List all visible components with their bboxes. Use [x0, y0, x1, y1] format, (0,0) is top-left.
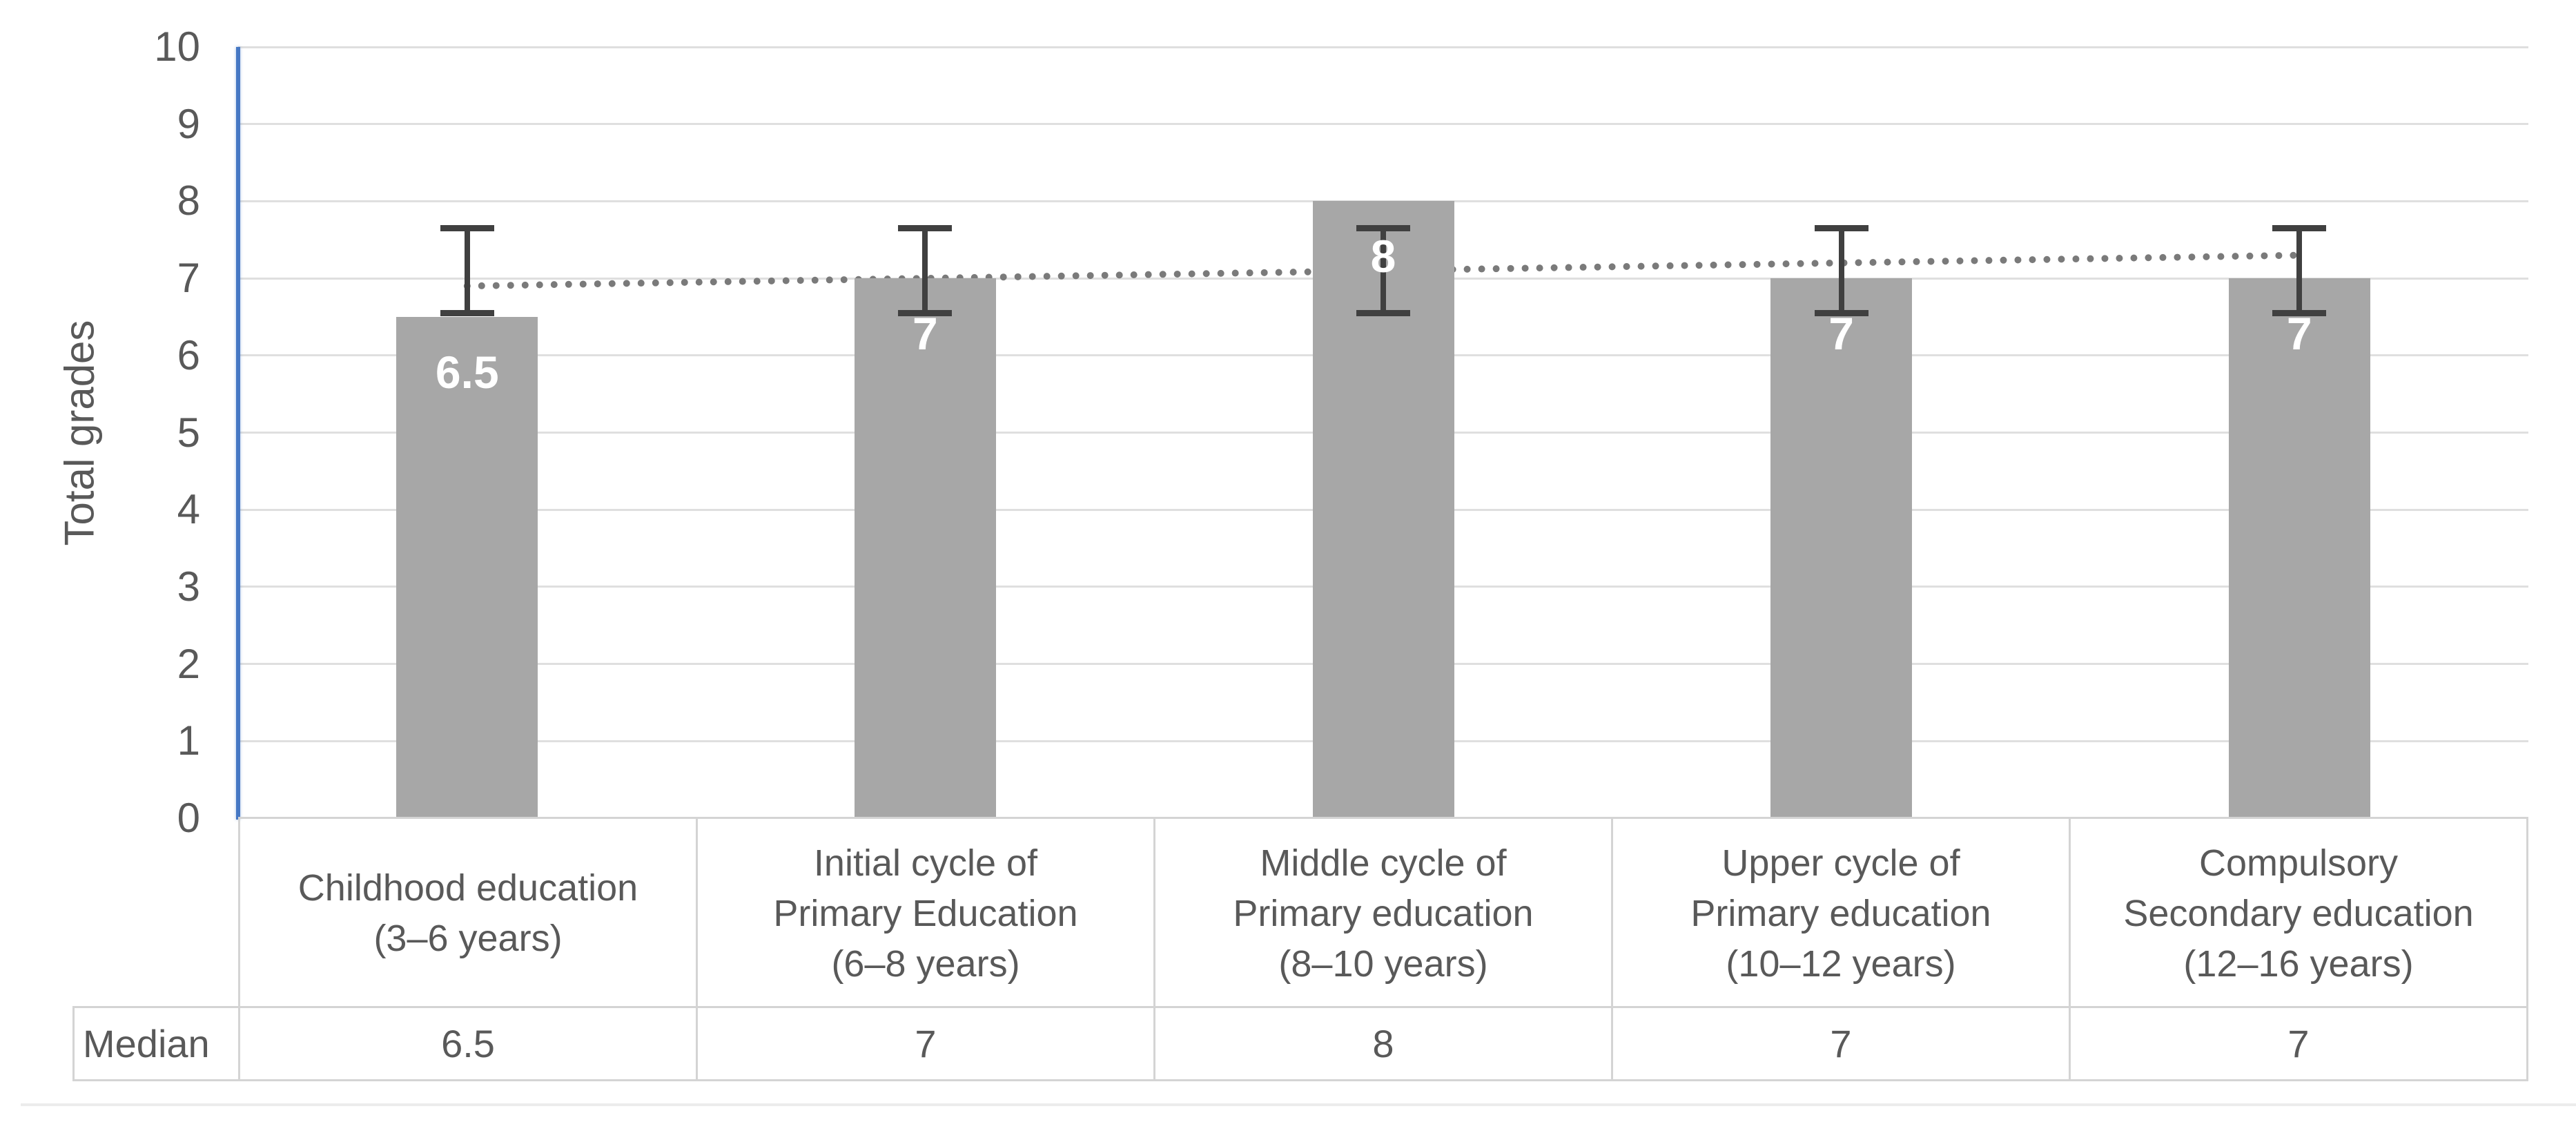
bottom-faint-rule [21, 1103, 2576, 1106]
error-bar-cap-bottom [898, 310, 953, 317]
category-label-4: Upper cycle of Primary education (10–12 ye… [1611, 819, 2069, 1008]
error-bar-cap-top [2272, 225, 2327, 232]
category-label-2: Initial cycle of Primary Education (6–8 ye… [696, 819, 1153, 1008]
y-axis-tick-label: 0 [177, 795, 200, 841]
category-label-line: Compulsory [2198, 842, 2399, 884]
median-value-1: 6.5 [441, 1022, 495, 1065]
y-axis-tick-label: 4 [177, 486, 200, 533]
error-bar-cap-bottom [1814, 310, 1868, 317]
error-bar-cap-top [440, 225, 494, 232]
error-bar-stem [1838, 228, 1844, 313]
category-label-line: Primary Education [773, 892, 1078, 934]
category-label-5: Compulsory Secondary education (12–16 year… [2069, 819, 2526, 1008]
error-bar-cap-top [898, 225, 953, 232]
bar-value-label: 7 [913, 308, 938, 360]
error-bar-stem [922, 228, 928, 313]
y-axis-tick-label: 3 [177, 563, 200, 610]
bar-1 [396, 316, 538, 818]
bar-value-label: 6.5 [435, 346, 499, 398]
category-label-line: Primary education [1233, 892, 1534, 934]
horizontal-gridline [238, 46, 2528, 48]
error-bar-stem [464, 228, 470, 313]
category-label-3: Middle cycle of Primary education (8–10 ye… [1153, 819, 1611, 1008]
category-label-line: Upper cycle of [1721, 842, 1960, 884]
y-axis-tick-label: 9 [177, 100, 200, 147]
category-header-row: Childhood education (3–6 years) Initial cy… [238, 817, 2528, 1008]
category-label-line: (3–6 years) [373, 918, 563, 959]
category-label-line: (12–16 years) [2183, 942, 2414, 985]
category-label-line: Primary education [1690, 892, 1991, 934]
error-bar-cap-top [1814, 225, 1868, 232]
category-label-line: (8–10 years) [1278, 942, 1488, 985]
y-axis-tick-label: 8 [177, 177, 200, 224]
category-label-line: (6–8 years) [831, 942, 1020, 985]
category-label-line: Middle cycle of [1260, 842, 1507, 884]
median-value-3: 8 [1153, 1008, 1611, 1079]
median-value-2: 7 [696, 1008, 1153, 1079]
error-bar-cap-bottom [1356, 310, 1410, 317]
bar-5 [2228, 278, 2370, 818]
category-label-line: (10–12 years) [1726, 942, 1956, 985]
bar-value-label: 7 [2286, 308, 2312, 360]
bar-4 [1770, 278, 1913, 818]
bar-value-label: 8 [1370, 231, 1396, 282]
error-bar-cap-bottom [2272, 310, 2327, 317]
error-bar-cap-bottom [440, 310, 494, 317]
median-value-4: 7 [1611, 1008, 2069, 1079]
y-axis-tick-label: 5 [177, 409, 200, 456]
bar-2 [854, 278, 996, 818]
category-label-1: Childhood education (3–6 years) [240, 819, 696, 1008]
category-label-line: Secondary education [2123, 892, 2474, 934]
horizontal-gridline [238, 123, 2528, 126]
y-axis-tick-label: 6 [177, 331, 200, 378]
category-label-line: Childhood education [297, 867, 638, 909]
error-bar-cap-top [1356, 225, 1410, 232]
y-axis-tick-label: 1 [177, 717, 200, 764]
category-label-line: Initial cycle of [813, 842, 1038, 884]
bar-value-label: 7 [1828, 308, 1854, 360]
y-axis-line [236, 47, 240, 820]
y-axis-tick-label: 10 [154, 23, 200, 70]
median-row-header: Median [75, 1008, 240, 1079]
y-axis-tick-label: 2 [177, 640, 200, 687]
y-axis-tick-label: 7 [177, 255, 200, 302]
median-table-row: Median 6.5 7 8 7 7 [72, 1006, 2528, 1081]
error-bar-stem [2296, 228, 2303, 313]
median-value-5: 7 [2069, 1008, 2526, 1079]
